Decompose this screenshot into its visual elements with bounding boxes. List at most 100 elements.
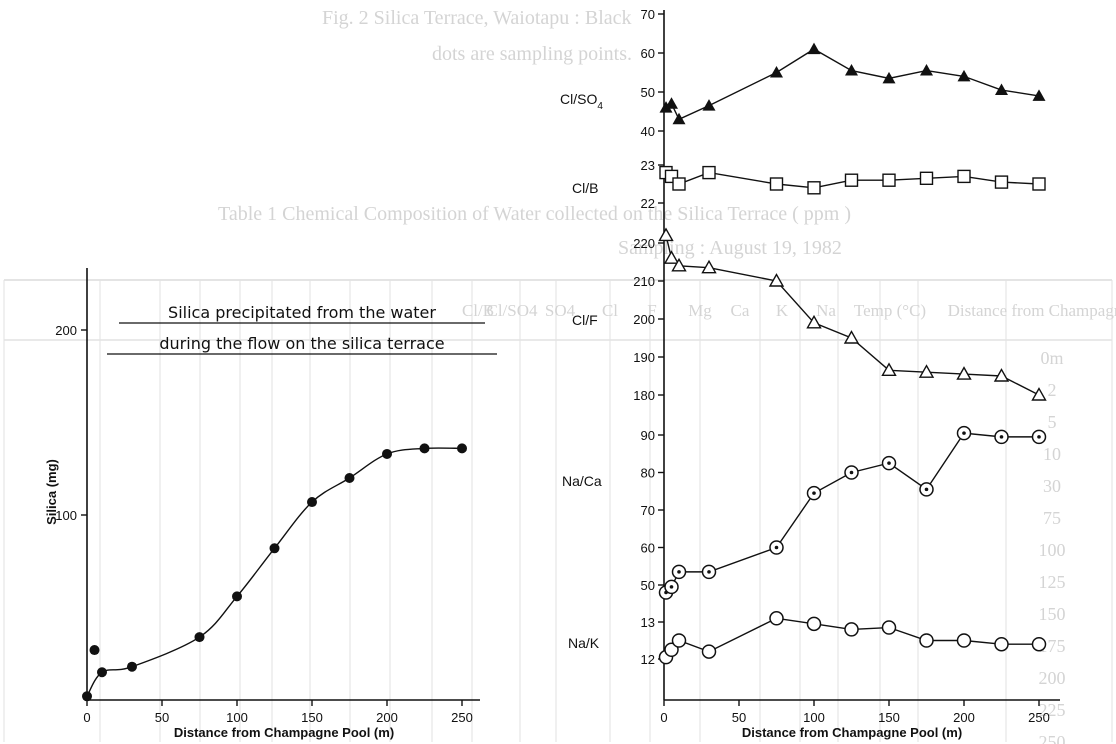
series-cl-b	[659, 165, 1046, 195]
data-point	[920, 64, 933, 76]
data-point	[269, 543, 280, 554]
series-cl-f	[658, 227, 1047, 401]
y-tick-label: 60	[641, 46, 655, 61]
x-tick-label: 150	[301, 710, 323, 725]
data-point	[671, 564, 687, 580]
data-point	[382, 448, 392, 459]
bg-table-header: F	[647, 301, 656, 320]
data-point	[769, 177, 784, 191]
data-point	[882, 173, 896, 187]
data-point	[671, 257, 687, 272]
data-point	[957, 69, 971, 82]
bg-table-header: Mg	[688, 301, 712, 320]
silica-ticks: 0 50 100 150 200 250 100 200	[55, 323, 473, 725]
data-point	[882, 71, 896, 84]
data-point	[956, 425, 972, 441]
data-point-dot	[1037, 435, 1041, 439]
data-point	[881, 362, 897, 376]
silica-curve	[86, 447, 463, 697]
data-point	[307, 497, 317, 508]
series-cl-so4	[659, 42, 1046, 125]
data-point	[994, 636, 1009, 652]
bg-table-header: Distance from Champagne pool	[948, 301, 1116, 320]
data-point-dot	[887, 461, 891, 465]
data-point	[663, 250, 680, 264]
cl-so4-label: Cl/SO4	[560, 91, 603, 112]
data-point	[994, 429, 1009, 445]
data-point	[702, 165, 716, 180]
data-point	[1031, 636, 1047, 652]
data-point	[344, 473, 355, 483]
data-point	[956, 366, 972, 380]
data-point	[995, 83, 1008, 96]
data-point-dot	[962, 431, 966, 435]
bg-table-header: Temp (°C)	[854, 301, 926, 320]
bg-table-cell: 75	[1043, 508, 1061, 528]
cl-b-label: Cl/B	[572, 180, 598, 196]
series-na-k	[658, 611, 1047, 665]
data-point	[127, 661, 137, 672]
cl-f-label: Cl/F	[572, 312, 598, 328]
y-tick-label: 90	[641, 428, 655, 443]
bg-table-header: Ca	[731, 301, 750, 320]
y-tick-label: 12	[641, 652, 655, 667]
data-point	[665, 97, 678, 109]
chart-title-line-1: Silica precipitated from the water	[168, 303, 436, 322]
series-line	[665, 48, 1040, 121]
data-point-dot	[774, 545, 779, 550]
data-point	[770, 66, 783, 78]
data-point	[672, 177, 686, 191]
data-point	[671, 633, 687, 648]
na-k-label: Na/K	[568, 635, 600, 651]
data-point	[881, 620, 897, 635]
data-point	[194, 632, 205, 643]
series-line	[665, 235, 1040, 396]
data-point	[844, 173, 859, 187]
data-point	[82, 691, 92, 702]
y-tick-label: 100	[55, 508, 77, 523]
x-tick-label: 0	[83, 710, 90, 725]
figure-caption: Fig. 2 Silica Terrace, Waiotapu : Black	[322, 7, 632, 29]
data-point-dot	[999, 435, 1004, 439]
data-point	[919, 482, 934, 497]
data-point-dot	[924, 487, 929, 492]
data-point	[701, 259, 717, 274]
y-tick-label: 200	[55, 323, 77, 338]
bg-table-cell: 30	[1043, 476, 1061, 496]
na-ca-label: Na/Ca	[562, 473, 602, 489]
data-point	[658, 227, 674, 242]
data-point	[702, 99, 716, 111]
bg-table-cell: 200	[1039, 668, 1066, 688]
y-tick-label: 80	[641, 466, 655, 481]
x-tick-label: 0	[660, 710, 667, 725]
x-tick-label: 50	[732, 710, 746, 725]
bg-table-header: SO4	[545, 301, 576, 320]
data-point	[664, 579, 679, 595]
ratio-charts: 0 50 100 150 200 2504050607022231801902002102…	[560, 7, 1060, 740]
y-tick-label: 13	[641, 615, 655, 630]
x-tick-label: 200	[376, 710, 398, 725]
data-point	[769, 611, 784, 626]
data-point	[664, 642, 679, 657]
data-point	[1031, 429, 1047, 445]
silica-x-axis-label: Distance from Champagne Pool (m)	[174, 725, 394, 740]
x-tick-label: 200	[953, 710, 975, 725]
data-point	[701, 644, 717, 659]
data-point	[881, 455, 897, 471]
y-tick-label: 50	[641, 85, 655, 100]
y-tick-label: 220	[633, 236, 655, 251]
y-tick-label: 22	[641, 196, 655, 211]
x-tick-label: 250	[1028, 710, 1050, 725]
y-tick-label: 70	[641, 503, 655, 518]
data-point	[97, 667, 107, 678]
y-tick-label: 200	[633, 312, 655, 327]
data-point	[918, 364, 935, 378]
data-point	[1032, 89, 1046, 101]
bg-table-header: Cl/SO4	[486, 301, 538, 320]
y-tick-label: 210	[633, 274, 655, 289]
silica-chart: 0 50 100 150 200 250 100 200 Silica precipitate…	[44, 268, 497, 740]
ratio-ticks: 0 50 100 150 200 250 40 50 60 70 22 23 180 190 200 210 2…	[633, 7, 1050, 725]
y-tick-label: 180	[633, 388, 655, 403]
x-tick-label: 50	[155, 710, 169, 725]
